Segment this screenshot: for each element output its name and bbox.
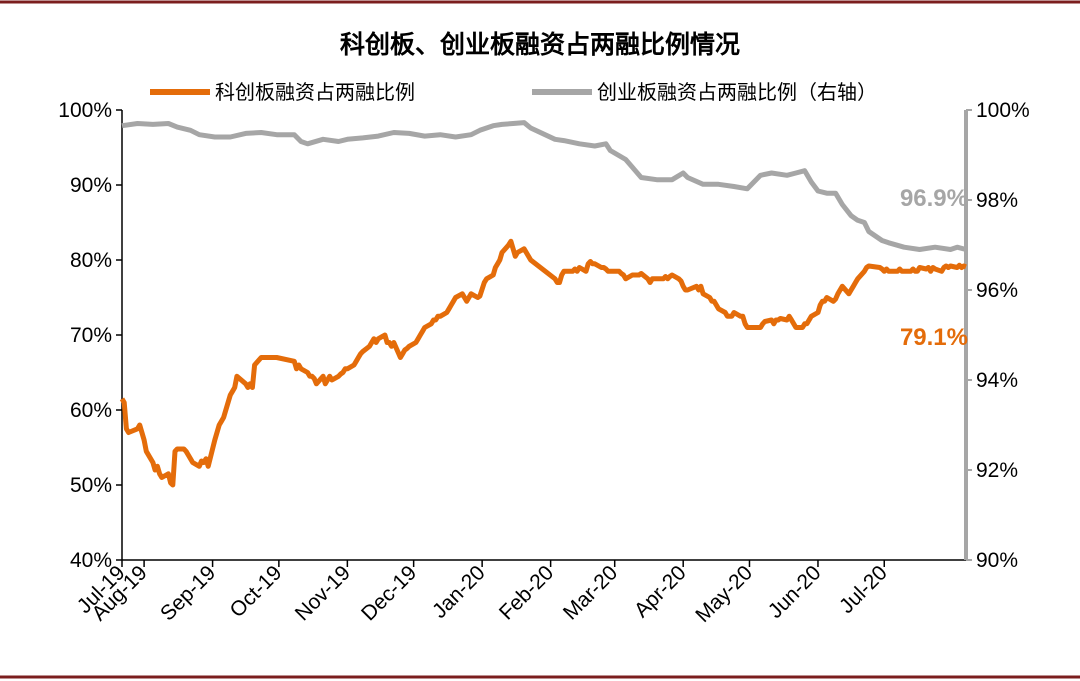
annotation-cyb-last: 96.9%: [900, 185, 968, 212]
right-y-axis-ticks: 90% 92% 94% 96% 98% 100%: [966, 99, 1030, 572]
left-y-tick-label: 70%: [70, 324, 112, 347]
right-y-tick-label: 100%: [976, 99, 1030, 122]
legend-label-cyb: 创业板融资占两融比例（右轴）: [597, 80, 877, 104]
right-y-tick-label: 92%: [976, 459, 1018, 482]
left-y-tick-label: 90%: [70, 174, 112, 197]
annotation-kcb-last: 79.1%: [900, 324, 968, 351]
series-line-cyb: [121, 120, 967, 252]
left-y-tick-label: 50%: [70, 474, 112, 497]
legend: 科创板融资占两融比例 创业板融资占两融比例（右轴）: [150, 80, 877, 104]
left-y-tick-label: 100%: [58, 99, 112, 122]
left-y-tick-label: 80%: [70, 249, 112, 272]
chart-title: 科创板、创业板融资占两融比例情况: [340, 30, 740, 59]
right-y-tick-label: 94%: [976, 369, 1018, 392]
right-y-tick-label: 96%: [976, 279, 1018, 302]
left-y-tick-label: 40%: [70, 549, 112, 572]
left-y-axis-ticks: 40% 50% 60% 70% 80% 90% 100%: [58, 99, 122, 572]
legend-label-kcb: 科创板融资占两融比例: [215, 80, 415, 104]
right-y-tick-label: 90%: [976, 549, 1018, 572]
right-y-tick-label: 98%: [976, 189, 1018, 212]
left-y-tick-label: 60%: [70, 399, 112, 422]
series-line-kcb: [119, 238, 967, 488]
